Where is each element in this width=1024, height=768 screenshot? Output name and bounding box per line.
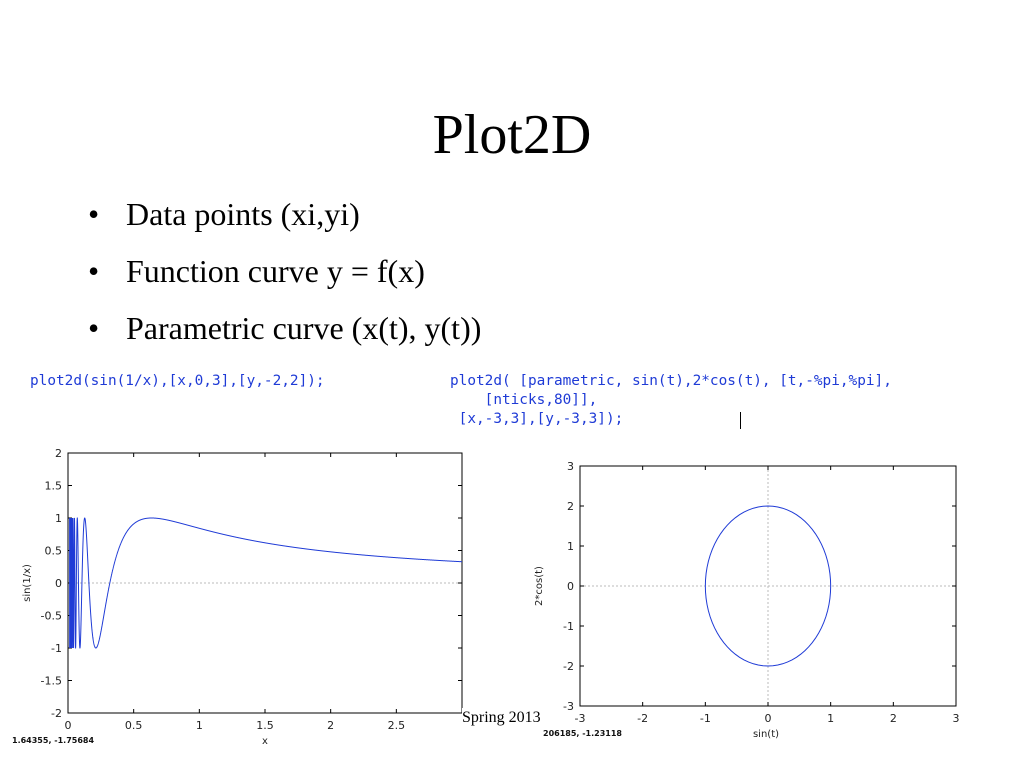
chart2-x-tick-label: 1 [827,712,834,725]
text-cursor [740,412,741,429]
chart1-y-tick-label: 2 [55,447,62,460]
chart1-y-tick-label: 1 [55,512,62,525]
chart1-x-tick-label: 1 [196,719,203,732]
chart2-x-axis-title: sin(t) [753,729,779,740]
chart1-x-tick-label: 0 [65,719,72,732]
slide-footer: Spring 2013 [462,708,541,728]
chart1-curve-sin-1-over-x [69,517,462,649]
chart1-y-tick-label: -0.5 [41,610,62,623]
bullet-text: Function curve y = f(x) [126,253,425,289]
chart1-x-tick-label: 1.5 [256,719,274,732]
chart2-y-tick-label: 2 [567,500,574,513]
chart2-x-tick-label: 2 [890,712,897,725]
chart1-y-tick-label: -1 [51,642,62,655]
chart1-x-tick-label: 2.5 [388,719,406,732]
chart2-y-tick-label: 0 [567,580,574,593]
chart2-x-tick-label: -3 [575,712,586,725]
chart1-x-tick-label: 2 [327,719,334,732]
bullet-text: Parametric curve (x(t), y(t)) [126,310,482,346]
chart2-x-tick-label: -1 [700,712,711,725]
code-plot2d-function: plot2d(sin(1/x),[x,0,3],[y,-2,2]); [30,373,325,389]
chart2-y-tick-label: -2 [563,660,574,673]
chart1-status-readout: 1.64355, -1.75684 [12,736,94,745]
bullet-item: • Data points (xi,yi) [88,192,481,249]
chart2-curve-parametric-ellipse [704,505,832,667]
chart1-y-axis-title: sin(1/x) [22,564,33,602]
code-plot2d-parametric: plot2d( [parametric, sin(t),2*cos(t), [t… [450,373,892,427]
chart2-x-tick-label: 3 [953,712,960,725]
bullet-text: Data points (xi,yi) [126,196,360,232]
bullet-item: • Function curve y = f(x) [88,249,481,306]
bullet-dot: • [88,196,100,232]
bullet-dot: • [88,310,100,346]
chart1-y-tick-label: 1.5 [45,480,63,493]
chart1-x-axis-title: x [262,736,268,747]
chart2-y-tick-label: -1 [563,620,574,633]
chart2-y-tick-label: 3 [567,460,574,473]
chart2-x-tick-label: 0 [765,712,772,725]
chart1-y-tick-label: 0 [55,577,62,590]
chart2-x-tick-label: -2 [637,712,648,725]
slide-title: Plot2D [432,104,592,166]
chart2-y-axis-title: 2*cos(t) [534,566,545,606]
chart2-status-readout: 206185, -1.23118 [543,729,622,738]
chart1-x-tick-label: 0.5 [125,719,143,732]
bullet-list: • Data points (xi,yi) • Function curve y =… [88,192,481,363]
bullet-item: • Parametric curve (x(t), y(t)) [88,306,481,363]
chart1-y-tick-label: -2 [51,707,62,720]
chart1-y-tick-label: -1.5 [41,675,62,688]
chart2-y-tick-label: 1 [567,540,574,553]
chart1-y-tick-label: 0.5 [45,545,63,558]
chart2-y-tick-label: -3 [563,700,574,713]
bullet-dot: • [88,253,100,289]
